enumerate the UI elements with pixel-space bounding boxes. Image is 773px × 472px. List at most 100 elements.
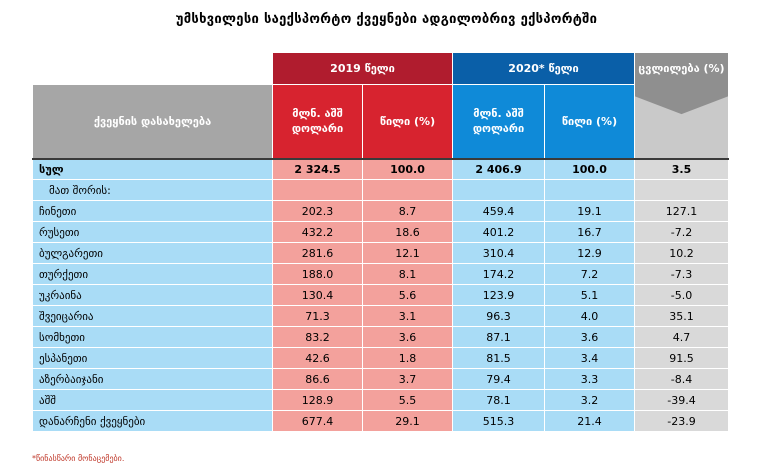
cell-change: 91.5 (634, 347, 729, 369)
cell-change: 4.7 (634, 326, 729, 348)
table-row-total: სულ 2 324.5 100.0 2 406.9 100.0 3.5 (32, 157, 729, 180)
table-row: აშშ 128.9 5.5 78.1 3.2 -39.4 (32, 389, 729, 411)
cell-2020-value: 459.4 (452, 200, 545, 222)
table-row: დანარჩენი ქვეყნები 677.4 29.1 515.3 21.4 -23.… (32, 410, 729, 432)
row-name: აზერბაიჯანი (32, 368, 273, 390)
cell-2019-share: 5.6 (362, 284, 453, 306)
cell-2020-value: 78.1 (452, 389, 545, 411)
cell-2020-share: 4.0 (544, 305, 635, 327)
cell-2019-value: 432.2 (272, 221, 363, 243)
cell-2019-share: 8.7 (362, 200, 453, 222)
cell-2020-value: 2 406.9 (452, 157, 545, 180)
cell-2019-value: 281.6 (272, 242, 363, 264)
chevron-down-icon (635, 53, 728, 115)
cell-change: -7.2 (634, 221, 729, 243)
cell-2019-share: 3.7 (362, 368, 453, 390)
cell-2019-value: 86.6 (272, 368, 363, 390)
cell-2019-share: 5.5 (362, 389, 453, 411)
cell-change: 3.5 (634, 157, 729, 180)
cell-2020-share: 3.6 (544, 326, 635, 348)
cell-2020-value: 123.9 (452, 284, 545, 306)
row-name: ესპანეთი (32, 347, 273, 369)
table-row: რუსეთი 432.2 18.6 401.2 16.7 -7.2 (32, 221, 729, 243)
cell-2019-value: 2 324.5 (272, 157, 363, 180)
row-name: სულ (32, 157, 273, 180)
header-country: ქვეყნის დასახელება (32, 84, 273, 159)
cell-2020-share: 5.1 (544, 284, 635, 306)
table-row-of-which: მათ შორის: (32, 179, 729, 201)
header-2019-mln: მლნ. აშშ დოლარი (272, 84, 363, 159)
cell-2019-value: 130.4 (272, 284, 363, 306)
row-name: აშშ (32, 389, 273, 411)
cell-2020-share: 3.3 (544, 368, 635, 390)
cell-2020-value: 515.3 (452, 410, 545, 432)
table-row: ბულგარეთი 281.6 12.1 310.4 12.9 10.2 (32, 242, 729, 264)
header-change: ცვლილება (%) (634, 52, 729, 159)
cell-2019-value: 83.2 (272, 326, 363, 348)
cell-2020-value: 310.4 (452, 242, 545, 264)
export-table: 2019 წელი 2020* წელი ცვლილება (%) ქვეყნი… (32, 52, 729, 432)
cell-change: 127.1 (634, 200, 729, 222)
cell-2019-value: 202.3 (272, 200, 363, 222)
header-2019-share: წილი (%) (362, 84, 453, 159)
cell-change: -39.4 (634, 389, 729, 411)
table-row: სომხეთი 83.2 3.6 87.1 3.6 4.7 (32, 326, 729, 348)
cell-2020-share: 12.9 (544, 242, 635, 264)
cell-2020-value: 87.1 (452, 326, 545, 348)
cell-2020-value: 174.2 (452, 263, 545, 285)
table-row: შვეიცარია 71.3 3.1 96.3 4.0 35.1 (32, 305, 729, 327)
cell-2020-share: 7.2 (544, 263, 635, 285)
row-name: შვეიცარია (32, 305, 273, 327)
table-row: ჩინეთი 202.3 8.7 459.4 19.1 127.1 (32, 200, 729, 222)
row-name: თურქეთი (32, 263, 273, 285)
cell-2019-share: 100.0 (362, 157, 453, 180)
row-name: ბულგარეთი (32, 242, 273, 264)
cell-2019-value: 677.4 (272, 410, 363, 432)
row-name: უკრაინა (32, 284, 273, 306)
page-title: უმსხვილესი საექსპორტო ქვეყნები ადგილობრი… (175, 12, 598, 27)
cell-2020-share: 100.0 (544, 157, 635, 180)
cell-2019-share: 1.8 (362, 347, 453, 369)
cell-2020-value: 96.3 (452, 305, 545, 327)
header-year-2020: 2020* წელი (452, 52, 635, 85)
cell-2019-share: 8.1 (362, 263, 453, 285)
row-name: რუსეთი (32, 221, 273, 243)
row-name: დანარჩენი ქვეყნები (32, 410, 273, 432)
empty-corner (32, 52, 273, 85)
header-change-label: ცვლილება (%) (638, 62, 725, 75)
cell-change: 35.1 (634, 305, 729, 327)
cell-2020-share: 19.1 (544, 200, 635, 222)
cell-2020-share: 16.7 (544, 221, 635, 243)
cell-2020-share: 3.2 (544, 389, 635, 411)
header-2020-share: წილი (%) (544, 84, 635, 159)
row-name: სომხეთი (32, 326, 273, 348)
table-row: აზერბაიჯანი 86.6 3.7 79.4 3.3 -8.4 (32, 368, 729, 390)
cell-change: -7.3 (634, 263, 729, 285)
table-row: ესპანეთი 42.6 1.8 81.5 3.4 91.5 (32, 347, 729, 369)
of-which-label: მათ შორის: (32, 179, 273, 201)
cell-2019-share: 18.6 (362, 221, 453, 243)
cell-2019-share: 12.1 (362, 242, 453, 264)
row-name: ჩინეთი (32, 200, 273, 222)
cell-change: -8.4 (634, 368, 729, 390)
table-row: უკრაინა 130.4 5.6 123.9 5.1 -5.0 (32, 284, 729, 306)
table-row: თურქეთი 188.0 8.1 174.2 7.2 -7.3 (32, 263, 729, 285)
cell-change: -5.0 (634, 284, 729, 306)
cell-2020-value: 79.4 (452, 368, 545, 390)
cell-2019-value: 188.0 (272, 263, 363, 285)
cell-2019-value: 71.3 (272, 305, 363, 327)
cell-2020-value: 401.2 (452, 221, 545, 243)
cell-2019-value: 128.9 (272, 389, 363, 411)
cell-2019-share: 29.1 (362, 410, 453, 432)
cell-2020-share: 21.4 (544, 410, 635, 432)
cell-2020-share: 3.4 (544, 347, 635, 369)
header-2020-mln: მლნ. აშშ დოლარი (452, 84, 545, 159)
cell-change: 10.2 (634, 242, 729, 264)
footnote: *წინასწარი მონაცემები. (32, 454, 125, 463)
cell-2019-share: 3.1 (362, 305, 453, 327)
cell-2020-value: 81.5 (452, 347, 545, 369)
header-year-2019: 2019 წელი (272, 52, 453, 85)
cell-change: -23.9 (634, 410, 729, 432)
cell-2019-value: 42.6 (272, 347, 363, 369)
cell-2019-share: 3.6 (362, 326, 453, 348)
